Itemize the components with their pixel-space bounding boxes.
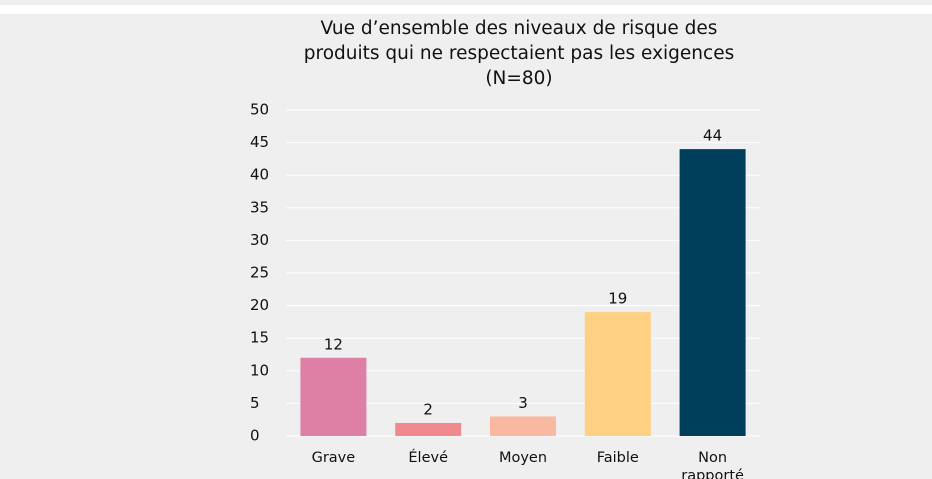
y-tick-label: 0 [250,427,260,445]
top-strip [0,0,932,5]
value-label: 44 [703,127,722,145]
bar [300,357,367,436]
value-label: 19 [608,290,627,308]
y-tick-label: 45 [250,133,269,151]
chart: 0 5 10 15 20 25 30 35 40 45 50 12 2 3 19 44 [250,101,760,445]
y-tick-label: 5 [250,394,260,412]
bar [395,422,462,436]
y-tick-label: 30 [250,231,269,249]
x-tick-label: Non rapporté [681,450,744,479]
chart-title: Vue d’ensemble des niveaux de risque des… [303,18,735,89]
y-tick-label: 35 [250,198,269,216]
bar [679,149,746,436]
y-tick-label: 20 [250,296,269,314]
y-tick-label: 10 [250,361,269,379]
y-tick-label: 15 [250,329,269,347]
x-tick-label: Moyen [498,450,548,466]
chart-panel: Vue d’ensemble des niveaux de risque des… [0,14,932,479]
y-tick-label: 25 [250,264,269,282]
value-label: 3 [518,394,528,412]
y-tick-label: 50 [250,101,269,119]
value-label: 2 [423,400,433,418]
y-tick-label: 40 [250,166,269,184]
x-tick-label: Grave [311,450,356,466]
bar [490,416,556,436]
x-tick-label: Élevé [408,450,448,466]
x-tick-label: Faible [596,450,639,466]
bar [584,312,651,436]
value-label: 12 [324,335,343,353]
